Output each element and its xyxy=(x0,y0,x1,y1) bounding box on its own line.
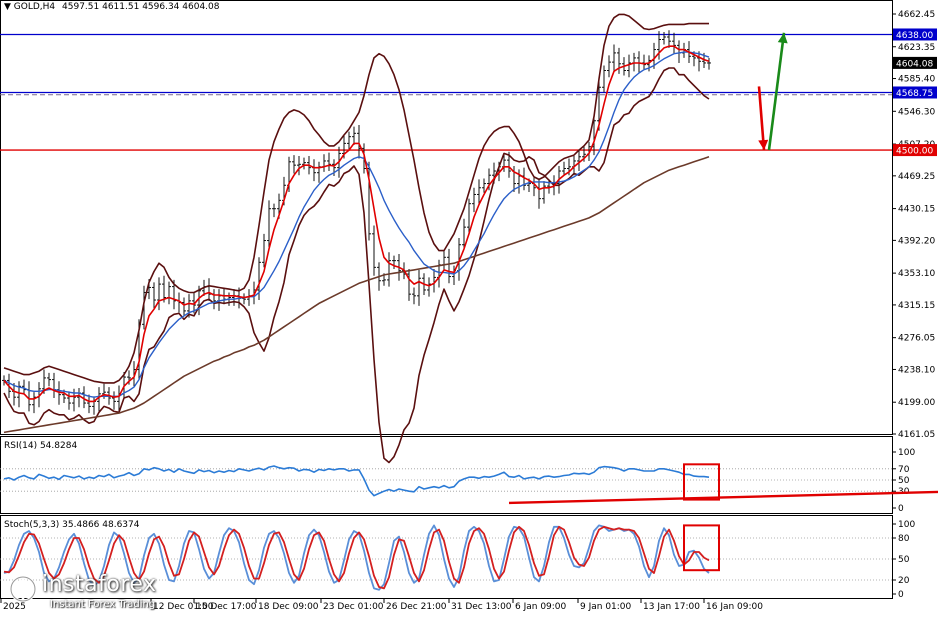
ma-medium-line xyxy=(3,51,710,398)
x-tick-label: 9 Jan 01:00 xyxy=(580,602,632,612)
price-y-tick-label: 4585.40 xyxy=(898,75,935,85)
stoch-highlight-box xyxy=(683,524,720,572)
chart-symbol-arrow-icon: ▼ xyxy=(4,2,11,12)
rsi-trendline xyxy=(508,490,938,505)
rsi-y-tick-label: 0 xyxy=(898,504,904,514)
price-y-tick-label: 4161.05 xyxy=(898,430,935,440)
rsi-highlight-box xyxy=(683,463,720,501)
rsi-y-tick-label: 100 xyxy=(898,448,915,458)
rsi-line xyxy=(3,465,710,497)
x-tick-label: 23 Dec 01:00 xyxy=(323,602,384,612)
down-arrow xyxy=(757,86,766,151)
stoch-y-tick-label: 0 xyxy=(898,590,904,600)
price-label-text: 4568.75 xyxy=(896,89,933,99)
ma-fast-line xyxy=(3,45,710,403)
stoch-y-tick-label: 20 xyxy=(898,576,910,586)
x-tick-label: 18 Dec 09:00 xyxy=(258,602,319,612)
price-panel-frame xyxy=(0,0,893,435)
instaforex-logo-brand: instaforex xyxy=(42,572,157,597)
price-bar-group xyxy=(2,30,711,415)
stoch-panel-frame xyxy=(0,515,893,599)
price-y-tick-label: 4546.30 xyxy=(898,107,935,117)
instaforex-logo: instaforex Instant Forex Trading xyxy=(4,570,180,614)
ma-slow-line xyxy=(3,156,710,434)
stoch-main-line xyxy=(3,525,710,590)
rsi-panel-title: RSI(14) 54.8284 xyxy=(4,441,78,451)
x-tick-label: 6 Jan 09:00 xyxy=(515,602,567,612)
up-arrow-head xyxy=(777,32,788,44)
stoch-panel-title: Stoch(5,3,3) 35.4866 48.6374 xyxy=(4,520,140,530)
rsi-panel-frame xyxy=(0,436,893,514)
price-y-tick-label: 4276.05 xyxy=(898,334,935,344)
rsi-y-tick-label: 70 xyxy=(898,465,910,475)
bollinger-lower-line xyxy=(3,67,710,464)
x-tick-label: 2025 xyxy=(3,602,26,612)
price-label-text: 4638.00 xyxy=(896,31,933,41)
chart-ohlc-values: 4597.51 4611.51 4596.34 4604.08 xyxy=(62,2,220,12)
price-y-tick-label: 4392.20 xyxy=(898,236,935,246)
price-label-box xyxy=(893,144,937,157)
stoch-y-tick-label: 50 xyxy=(898,555,910,565)
stoch-y-tick-label: 100 xyxy=(898,520,915,530)
price-label-box xyxy=(893,56,937,69)
chart-symbol-title: ▼ GOLD,H4 4597.51 4611.51 4596.34 4604.0… xyxy=(4,2,219,12)
x-tick-label: 12 Dec 01:00 xyxy=(153,602,214,612)
price-label-box xyxy=(893,86,937,99)
chart-symbol-name: GOLD,H4 xyxy=(13,2,56,12)
price-y-tick-label: 4623.35 xyxy=(898,43,935,53)
instaforex-logo-tagline: Instant Forex Trading xyxy=(50,599,156,610)
price-label-box xyxy=(893,28,937,41)
x-tick-label: 31 Dec 13:00 xyxy=(451,602,512,612)
x-tick-label: 16 Jan 09:00 xyxy=(706,602,763,612)
price-y-tick-label: 4430.15 xyxy=(898,205,935,215)
price-label-text: 4500.00 xyxy=(896,147,933,157)
stoch-y-tick-label: 80 xyxy=(898,534,910,544)
price-y-tick-label: 4469.25 xyxy=(898,172,935,182)
x-tick-label: 15 Dec 17:00 xyxy=(196,602,257,612)
up-arrow xyxy=(767,32,786,151)
price-label-text: 4604.08 xyxy=(896,59,933,69)
instaforex-logo-mark-icon xyxy=(9,575,37,603)
price-y-tick-label: 4353.10 xyxy=(898,269,935,279)
x-tick-label: 13 Jan 17:00 xyxy=(643,602,700,612)
stoch-signal-line xyxy=(3,524,710,591)
price-y-tick-label: 4199.00 xyxy=(898,398,935,408)
down-arrow-head xyxy=(758,139,769,151)
x-tick-label: 26 Dec 21:00 xyxy=(386,602,447,612)
bollinger-upper-line xyxy=(3,13,709,384)
price-y-tick-label: 4315.15 xyxy=(898,301,935,311)
rsi-y-tick-label: 50 xyxy=(898,476,910,486)
price-y-tick-label: 4662.45 xyxy=(898,10,935,20)
price-y-tick-label: 4238.10 xyxy=(898,365,935,375)
